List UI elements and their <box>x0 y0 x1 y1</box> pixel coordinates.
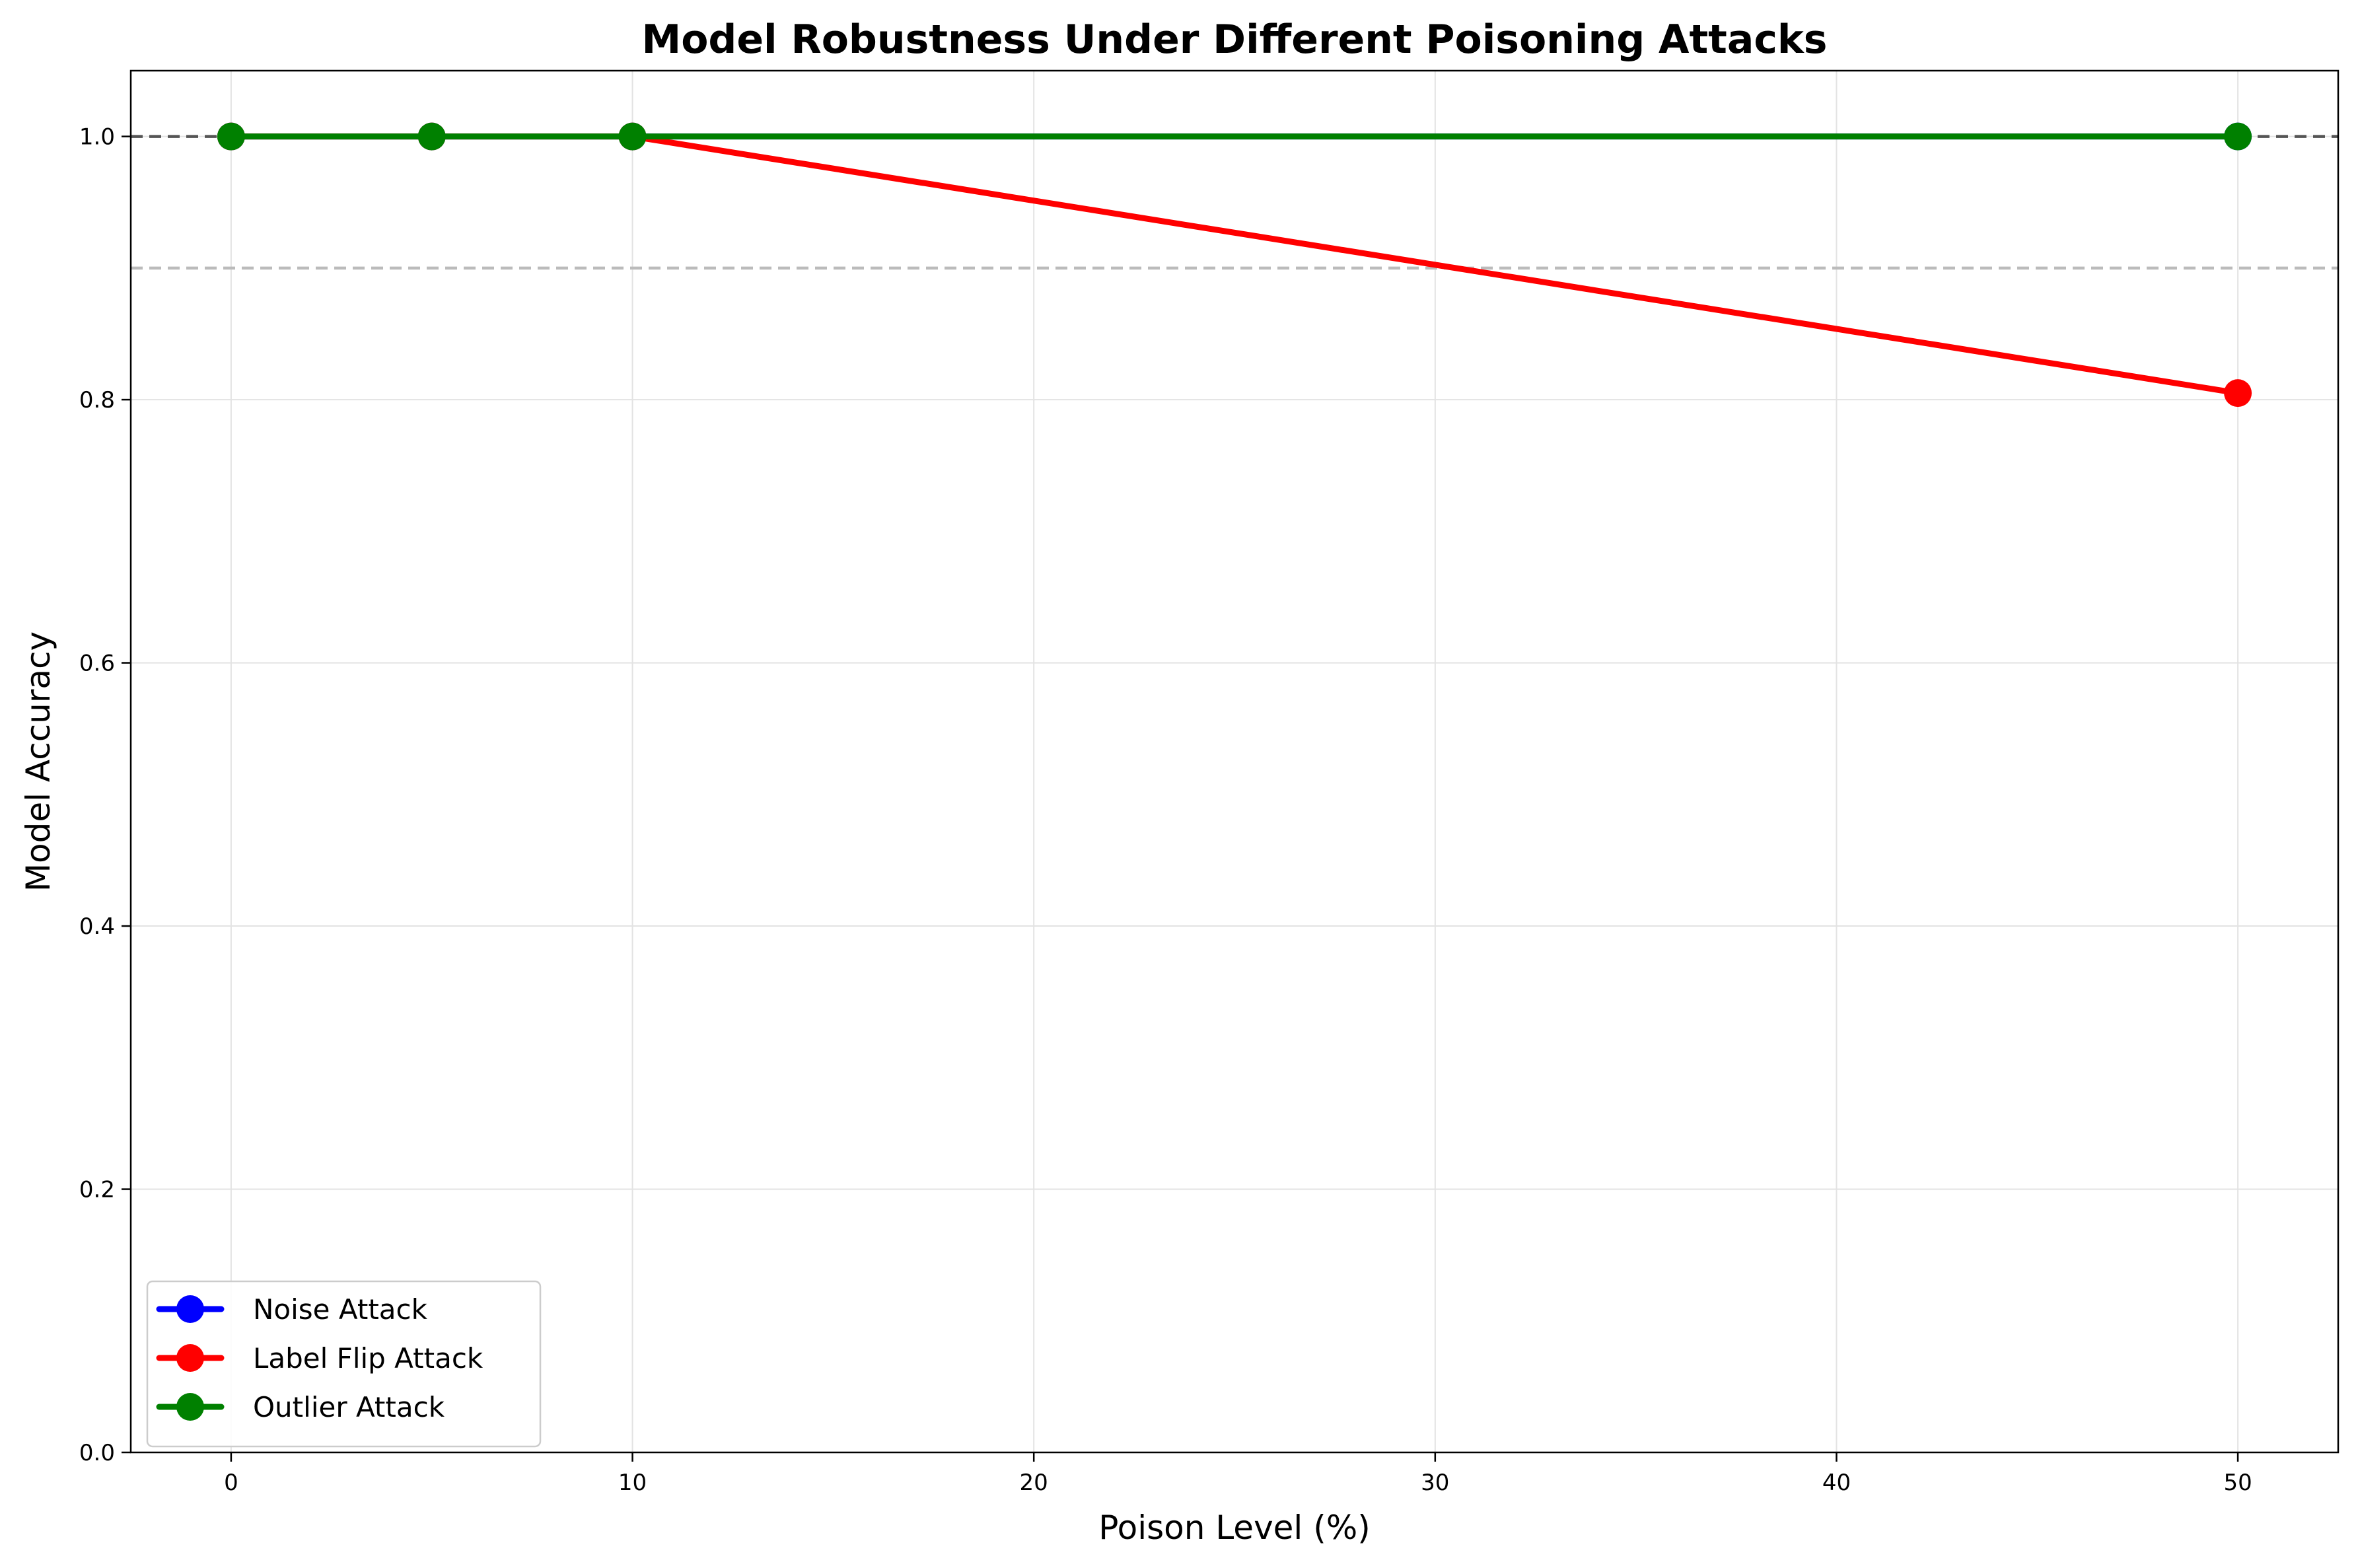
y-tick-label: 0.4 <box>79 913 115 940</box>
x-tick-label: 30 <box>1421 1470 1449 1496</box>
y-tick-label: 0.8 <box>79 387 115 413</box>
plot-frame <box>129 69 2340 1454</box>
y-tick-label: 0.2 <box>79 1177 115 1203</box>
x-tick-label: 50 <box>2223 1470 2252 1496</box>
chart-title: Model Robustness Under Different Poisoni… <box>641 17 1827 63</box>
legend-label: Outlier Attack <box>253 1391 445 1423</box>
series-outlier-attack <box>217 122 2252 151</box>
x-tick-label: 0 <box>224 1470 238 1496</box>
grid <box>131 71 2338 1453</box>
outlier-attack-point <box>217 122 245 151</box>
legend-label: Label Flip Attack <box>253 1342 483 1374</box>
outlier-attack-point <box>417 122 446 151</box>
noise-attack-legend-marker <box>176 1295 204 1323</box>
legend-label: Noise Attack <box>253 1293 428 1326</box>
x-tick-label: 40 <box>1822 1470 1851 1496</box>
label-flip-attack-legend-marker <box>176 1344 204 1372</box>
x-axis-label: Poison Level (%) <box>1098 1509 1370 1547</box>
x-tick-label: 20 <box>1020 1470 1048 1496</box>
y-axis-label: Model Accuracy <box>19 631 57 892</box>
legend: Noise Attack Label Flip Attack Outlier Att… <box>146 1280 542 1448</box>
y-tick-label: 1.0 <box>79 124 115 151</box>
legend-box <box>146 1280 542 1448</box>
outlier-attack-point <box>618 122 647 151</box>
label-flip-attack-point <box>2224 379 2252 408</box>
outlier-attack-point <box>2224 122 2252 151</box>
axis-ticks: 0 10 20 30 40 50 0.0 0.2 0.4 0.6 0.8 1.0 <box>79 124 2252 1496</box>
y-tick-label: 0.6 <box>79 651 115 677</box>
x-tick-label: 10 <box>618 1470 647 1496</box>
series-layer <box>217 122 2252 408</box>
outlier-attack-legend-marker <box>176 1393 204 1421</box>
y-tick-label: 0.0 <box>79 1440 115 1466</box>
